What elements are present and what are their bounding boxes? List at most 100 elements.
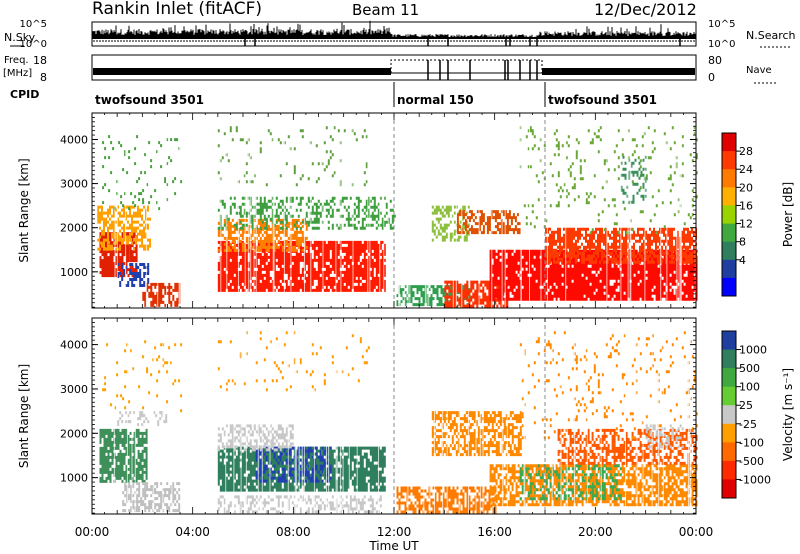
cpid-segment-label: twofsound 3501: [95, 93, 204, 107]
cpid-segments: twofsound 3501 normal 150 twofsound 3501: [95, 82, 657, 107]
y-tick-label: 3000: [60, 178, 88, 191]
colorbar-swatch: [722, 331, 736, 351]
freq-panel-frame: [91, 54, 697, 81]
colorbar-swatch: [722, 405, 736, 425]
cpid-label: CPID: [10, 88, 39, 101]
cpid-row: CPID twofsound 3501 normal 150 twofsound 3…: [10, 82, 657, 107]
colorbar-tick-label: -25: [739, 418, 757, 431]
heatmap-region: [620, 155, 647, 204]
y-axis-label: Slant Range [km]: [17, 364, 31, 468]
cpid-segment-label: normal 150: [397, 93, 474, 107]
y-tick-label: 1000: [60, 472, 88, 485]
velocity-panel: 1000 2000 3000 4000 Slant Range [km] 1000 500…: [17, 317, 795, 515]
colorbar-tick-label: 4: [739, 254, 746, 267]
colorbar-swatch: [722, 187, 736, 206]
y-axis-label: Slant Range [km]: [17, 158, 31, 262]
heatmap-region: [489, 249, 698, 301]
freq-unit-label: [MHz]: [3, 68, 32, 79]
colorbar-tick-label: 25: [739, 399, 753, 412]
heatmap-region: [456, 210, 521, 235]
time-tick-label: 20:00: [578, 525, 613, 539]
colorbar-swatch: [722, 423, 736, 443]
power-colorbar: 28 24 20 16 12 8 4 Power [dB]: [721, 132, 795, 297]
beam-label: Beam 11: [352, 1, 420, 19]
heatmap-region: [122, 482, 181, 513]
colorbar-tick-label: 16: [739, 199, 753, 212]
colorbar-swatch: [722, 460, 736, 480]
power-heatmap: [96, 113, 698, 308]
y-tick-label: 2000: [60, 222, 88, 235]
colorbar-tick-label: 100: [739, 381, 760, 394]
heatmap-region: [117, 411, 168, 427]
colorbar-tick-label: 20: [739, 181, 753, 194]
time-tick-label: 08:00: [276, 525, 311, 539]
data-gap-streaks: [95, 318, 692, 514]
heatmap-region: [217, 218, 308, 252]
colorbar-swatch: [722, 205, 736, 224]
colorbar-tick-label: 12: [739, 218, 753, 231]
heatmap-region: [255, 446, 332, 483]
colorbar-swatch: [722, 442, 736, 462]
nsky-label: N.Sky: [4, 31, 36, 44]
nsky-bars: [92, 20, 696, 39]
colorbar-tick-label: 8: [739, 236, 746, 249]
heatmap-region: [217, 331, 370, 392]
colorbar-tick-label: -1000: [739, 473, 771, 486]
power-panel: 1000 2000 3000 4000 Slant Range [km] 28 24 20 1…: [17, 112, 795, 309]
colorbar-tick-label: 28: [739, 145, 753, 158]
heatmap-region: [102, 340, 183, 413]
colorbar-label: Velocity [m s⁻¹]: [781, 368, 795, 461]
colorbar-tick-label: -500: [739, 455, 764, 468]
nave-trace: [390, 59, 543, 73]
colorbar-swatch: [722, 277, 736, 297]
nsky-trace: [92, 20, 696, 46]
freq-label: Freq.: [4, 55, 29, 66]
heatmap-region: [645, 424, 684, 449]
nsearch-tick-top: 10^5: [708, 19, 735, 30]
heatmap-region: [217, 240, 386, 292]
heatmap-region: [102, 135, 183, 211]
colorbar-swatch: [722, 259, 736, 279]
colorbar-tick-label: 1000: [739, 344, 767, 357]
colorbar-swatch: [722, 479, 736, 499]
time-axis-label: Time UT: [368, 539, 419, 553]
freq-panel: Freq. [MHz] 18 8 80 0 Nave: [3, 54, 778, 84]
colorbar-swatch: [722, 349, 736, 369]
colorbar-swatch: [722, 133, 736, 152]
time-tick-label: 12:00: [377, 525, 412, 539]
power-axes: 1000 2000 3000 4000 Slant Range [km]: [17, 112, 697, 309]
colorbar-swatch: [722, 386, 736, 406]
nave-tick-bottom: 0: [708, 71, 715, 84]
colorbar-tick-label: 24: [739, 163, 753, 176]
y-tick-label: 1000: [60, 266, 88, 279]
time-tick-label: 16:00: [477, 525, 512, 539]
heatmap-region: [217, 424, 294, 452]
heatmap-region: [217, 196, 396, 230]
time-axis: 00:00 04:00 08:00 12:00 16:00 20:00 00:00: [75, 525, 714, 539]
nsky-tick-bottom: 10^0: [20, 39, 47, 50]
velocity-heatmap: [95, 318, 698, 514]
heatmap-region: [431, 205, 470, 242]
colorbar-tick-label: 500: [739, 362, 760, 375]
nsky-panel-frame: [91, 21, 697, 47]
heatmap-region: [217, 126, 368, 187]
colorbar-frame: [721, 330, 737, 499]
heatmap-region: [99, 232, 138, 278]
velocity-axes: 1000 2000 3000 4000 Slant Range [km]: [17, 317, 697, 515]
heatmap-region: [557, 428, 698, 465]
colorbar-swatch: [722, 368, 736, 388]
heatmap-region: [431, 411, 522, 457]
y-tick-label: 4000: [60, 339, 88, 352]
nave-label: Nave: [746, 65, 772, 76]
cpid-segment-label: twofsound 3501: [548, 93, 657, 107]
heatmap-region: [99, 428, 148, 483]
nsky-panel: N.Sky 10^5 10^0 10^5 10^0 N.Search: [4, 19, 796, 50]
data-gap-streaks: [96, 113, 696, 308]
time-tick-label: 00:00: [75, 525, 110, 539]
colorbar-swatch: [722, 169, 736, 188]
freq-tick-bottom: 8: [40, 71, 47, 84]
y-tick-label: 3000: [60, 383, 88, 396]
heatmap-region: [97, 205, 151, 251]
y-tick-label: 2000: [60, 427, 88, 440]
